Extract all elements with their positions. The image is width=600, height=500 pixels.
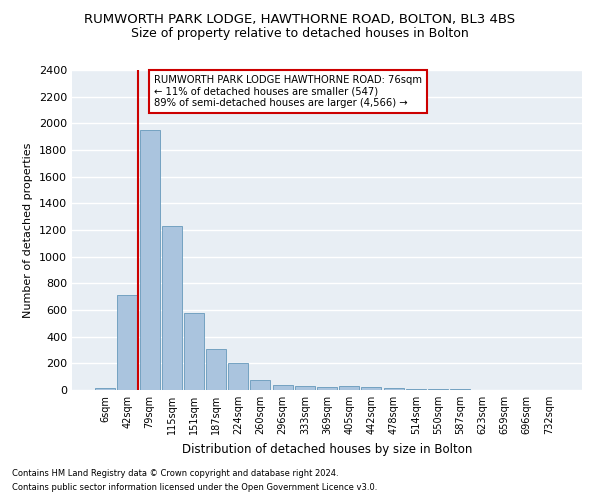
Bar	[118, 296, 137, 390]
Bar	[95, 388, 115, 390]
Bar	[162, 226, 182, 390]
Text: RUMWORTH PARK LODGE, HAWTHORNE ROAD, BOLTON, BL3 4BS: RUMWORTH PARK LODGE, HAWTHORNE ROAD, BOL…	[85, 12, 515, 26]
Bar	[206, 350, 226, 390]
Bar	[383, 388, 404, 390]
Bar	[428, 389, 448, 390]
Text: Contains public sector information licensed under the Open Government Licence v3: Contains public sector information licen…	[12, 484, 377, 492]
Bar	[272, 384, 293, 390]
Y-axis label: Number of detached properties: Number of detached properties	[23, 142, 34, 318]
Bar	[317, 386, 337, 390]
Bar	[140, 130, 160, 390]
Text: RUMWORTH PARK LODGE HAWTHORNE ROAD: 76sqm
← 11% of detached houses are smaller (: RUMWORTH PARK LODGE HAWTHORNE ROAD: 76sq…	[154, 75, 422, 108]
Bar	[184, 312, 204, 390]
Text: Size of property relative to detached houses in Bolton: Size of property relative to detached ho…	[131, 28, 469, 40]
Bar	[406, 388, 426, 390]
Bar	[295, 386, 315, 390]
Bar	[339, 386, 359, 390]
Bar	[228, 364, 248, 390]
Bar	[250, 380, 271, 390]
X-axis label: Distribution of detached houses by size in Bolton: Distribution of detached houses by size …	[182, 442, 472, 456]
Text: Contains HM Land Registry data © Crown copyright and database right 2024.: Contains HM Land Registry data © Crown c…	[12, 468, 338, 477]
Bar	[361, 386, 382, 390]
